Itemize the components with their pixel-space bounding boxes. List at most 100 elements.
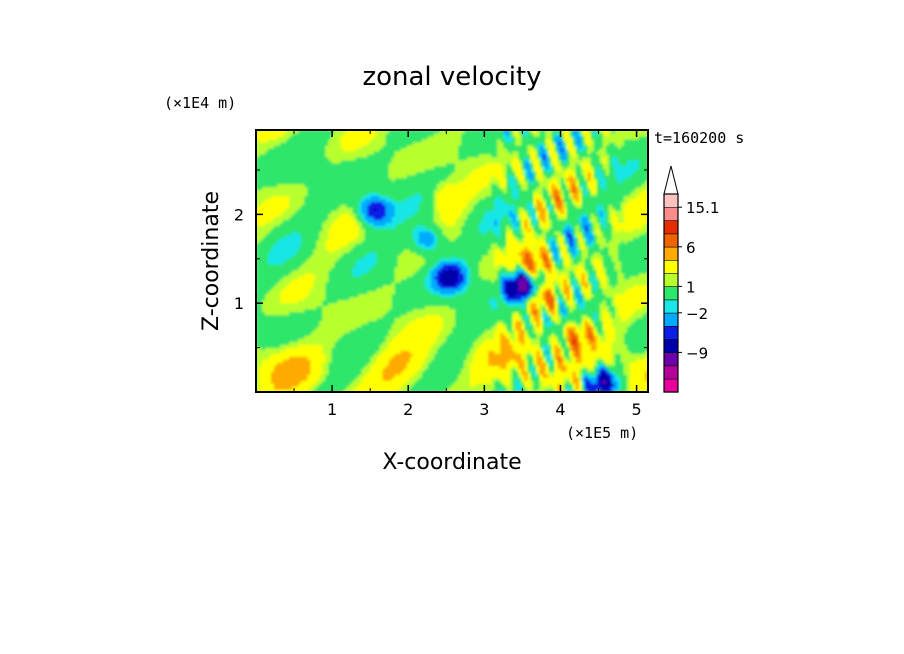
field-cell <box>256 380 260 384</box>
field-cell <box>560 320 565 325</box>
field-cell <box>620 287 625 292</box>
field-cell <box>397 275 402 280</box>
field-cell <box>506 293 510 298</box>
field-cell <box>644 329 648 334</box>
field-cell <box>256 284 260 289</box>
field-cell <box>563 344 568 348</box>
field-cell <box>304 326 308 331</box>
field-cell <box>349 308 354 313</box>
field-cell <box>503 383 507 387</box>
field-cell <box>488 293 492 298</box>
field-cell <box>482 371 486 375</box>
field-cell <box>397 368 402 372</box>
field-cell <box>617 386 622 390</box>
field-cell <box>421 323 426 328</box>
field-cell <box>494 311 498 316</box>
field-cell <box>461 281 465 286</box>
field-cell <box>337 320 342 325</box>
field-cell <box>307 344 311 348</box>
field-cell <box>334 377 339 381</box>
field-cell <box>367 332 372 337</box>
field-cell <box>433 287 438 292</box>
field-cell <box>412 347 417 351</box>
field-cell <box>373 293 378 298</box>
field-cell <box>491 329 495 334</box>
field-cell <box>452 281 456 286</box>
field-cell <box>596 341 601 345</box>
field-cell <box>608 362 613 366</box>
field-cell <box>295 317 299 322</box>
field-cell <box>442 347 447 351</box>
field-cell <box>400 347 405 351</box>
field-cell <box>439 389 444 392</box>
field-cell <box>388 362 393 366</box>
field-cell <box>632 311 637 316</box>
field-cell <box>427 293 432 298</box>
field-cell <box>265 299 269 304</box>
field-cell <box>632 353 637 357</box>
field-cell <box>268 359 272 363</box>
field-cell <box>629 344 634 348</box>
field-cell <box>542 278 547 283</box>
field-cell <box>355 281 360 286</box>
field-cell <box>349 356 354 360</box>
field-cell <box>280 329 284 334</box>
field-cell <box>626 317 631 322</box>
field-cell <box>334 329 339 334</box>
field-cell <box>629 317 634 322</box>
field-cell <box>331 389 335 392</box>
field-cell <box>503 356 507 360</box>
field-cell <box>635 323 640 328</box>
field-cell <box>379 362 384 366</box>
field-cell <box>286 287 290 292</box>
field-cell <box>644 323 648 328</box>
field-cell <box>494 362 498 366</box>
field-cell <box>602 377 607 381</box>
field-cell <box>536 314 541 319</box>
field-cell <box>256 293 260 298</box>
field-cell <box>400 356 405 360</box>
field-cell <box>551 287 556 292</box>
field-cell <box>545 371 550 375</box>
field-cell <box>455 317 459 322</box>
field-cell <box>376 311 381 316</box>
field-cell <box>388 317 393 322</box>
chart-title: zonal velocity <box>362 62 541 92</box>
field-cell <box>274 275 278 280</box>
field-cell <box>364 320 369 325</box>
field-cell <box>635 347 640 351</box>
field-cell <box>569 293 574 298</box>
field-cell <box>403 362 408 366</box>
field-cell <box>509 368 513 372</box>
field-cell <box>608 287 613 292</box>
field-cell <box>364 344 369 348</box>
field-cell <box>376 326 381 331</box>
field-cell <box>524 314 528 319</box>
field-cell <box>262 326 266 331</box>
field-cell <box>448 353 453 357</box>
field-cell <box>259 338 263 342</box>
field-cell <box>587 314 592 319</box>
field-cell <box>283 323 287 328</box>
field-cell <box>485 380 489 384</box>
field-cell <box>602 332 607 337</box>
field-cell <box>497 305 501 310</box>
field-cell <box>626 341 631 345</box>
field-cell <box>400 389 405 392</box>
field-cell <box>527 365 531 369</box>
field-cell <box>265 314 269 319</box>
field-cell <box>464 353 468 357</box>
field-cell <box>292 323 296 328</box>
field-cell <box>268 344 272 348</box>
field-cell <box>506 380 510 384</box>
field-cell <box>394 356 399 360</box>
field-cell <box>286 305 290 310</box>
field-cell <box>500 278 504 283</box>
field-cell <box>464 350 468 354</box>
field-cell <box>641 296 646 301</box>
field-cell <box>394 341 399 345</box>
field-cell <box>358 326 363 331</box>
field-cell <box>569 362 574 366</box>
field-cell <box>286 353 290 357</box>
field-cell <box>518 359 522 363</box>
